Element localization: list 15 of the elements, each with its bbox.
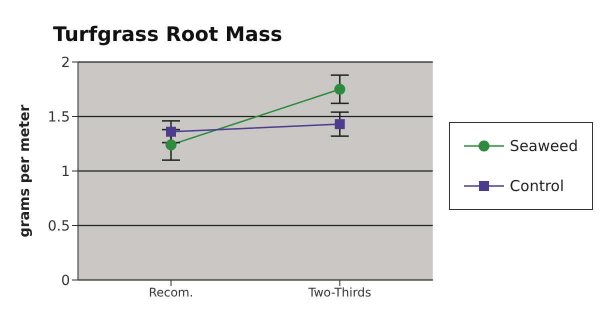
y-tick-label: 1.5 bbox=[48, 109, 70, 126]
point bbox=[334, 84, 346, 95]
y-tick-label: 1 bbox=[61, 164, 70, 180]
x-tick-label: Two-Thirds bbox=[307, 286, 372, 300]
chart-title: Turfgrass Root Mass bbox=[53, 22, 282, 46]
point bbox=[166, 139, 176, 150]
legend-label: Control bbox=[510, 177, 564, 195]
y-tick-label: 2 bbox=[61, 54, 70, 71]
y-tick-label: 0.5 bbox=[48, 218, 70, 234]
point bbox=[334, 119, 345, 130]
point bbox=[166, 126, 176, 137]
y-axis-title: grams per meter bbox=[16, 104, 33, 238]
y-tick-label: 0 bbox=[61, 272, 70, 289]
legend-label: Seaweed bbox=[510, 137, 578, 155]
x-tick-label: Recom. bbox=[148, 286, 194, 300]
